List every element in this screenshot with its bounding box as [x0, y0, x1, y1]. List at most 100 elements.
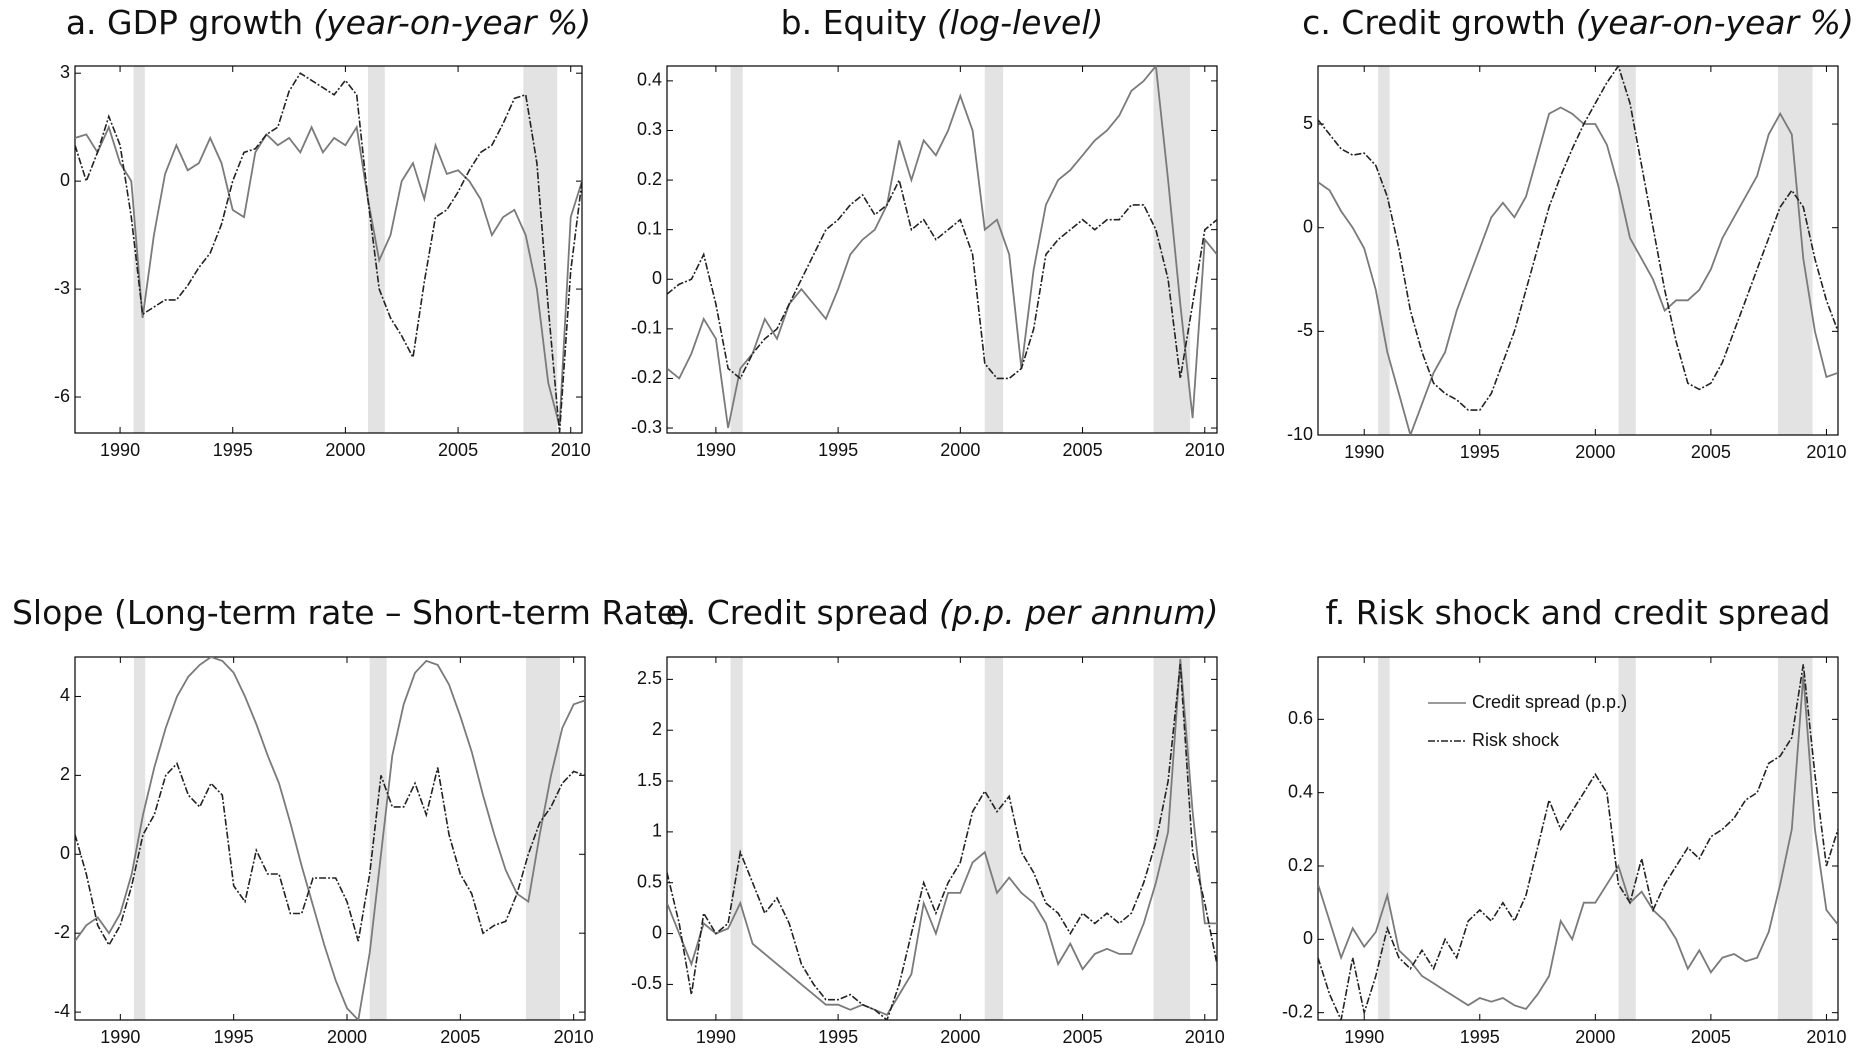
panel: d. Slope (Long-term rate – Short-term Ra… [0, 593, 690, 1047]
x-tick-label: 1990 [100, 1027, 140, 1047]
y-tick-label: -10 [1287, 424, 1313, 444]
title-note: (log-level) [937, 3, 1103, 42]
series-line [1318, 664, 1838, 1020]
y-tick-label: 0.4 [637, 70, 662, 90]
title-main: d. Slope (Long-term rate – Short-term Ra… [0, 593, 690, 632]
title-note: (p.p. per annum) [939, 593, 1219, 632]
x-tick-label: 1995 [818, 440, 858, 460]
x-tick-label: 2000 [1575, 442, 1615, 462]
x-tick-label: 2005 [438, 440, 478, 460]
recession-band [984, 657, 1004, 1020]
recession-band [1618, 66, 1636, 435]
y-tick-label: 0 [1303, 928, 1313, 948]
series-line [1318, 106, 1838, 435]
x-tick-label: 2010 [1806, 1027, 1846, 1047]
x-tick-label: 2010 [1185, 440, 1225, 460]
series-line [1318, 66, 1838, 411]
series-line [75, 124, 582, 427]
x-tick-label: 1990 [696, 440, 736, 460]
y-tick-label: -4 [54, 1001, 70, 1021]
y-tick-label: 5 [1303, 113, 1313, 133]
x-tick-label: 2000 [327, 1027, 367, 1047]
y-tick-label: -5 [1297, 320, 1313, 340]
x-tick-label: 2010 [1806, 442, 1846, 462]
y-tick-label: 3 [60, 62, 70, 82]
title-main: f. Risk shock and credit spread [1326, 593, 1831, 632]
x-tick-label: 2010 [1185, 1027, 1225, 1047]
y-tick-label: 0 [652, 268, 662, 288]
x-tick-label: 2010 [554, 1027, 594, 1047]
x-tick-label: 2000 [325, 440, 365, 460]
panel-title: e. Credit spread (p.p. per annum) [665, 593, 1218, 632]
series-line [667, 664, 1217, 1020]
legend-label: Credit spread (p.p.) [1472, 692, 1627, 712]
y-tick-label: -0.3 [631, 417, 662, 437]
panel-title: b. Equity (log-level) [781, 3, 1104, 42]
y-tick-label: 0.3 [637, 119, 662, 139]
x-tick-label: 1990 [696, 1027, 736, 1047]
panel: a. GDP growth (year-on-year %) 3 0 -3 -6 1990 1… [54, 3, 591, 460]
y-tick-label: 2 [60, 764, 70, 784]
x-tick-label: 2005 [440, 1027, 480, 1047]
y-tick-label: -3 [54, 278, 70, 298]
x-tick-label: 2005 [1691, 442, 1731, 462]
x-tick-label: 1995 [1460, 1027, 1500, 1047]
legend-label: Risk shock [1472, 730, 1560, 750]
x-tick-label: 2010 [551, 440, 591, 460]
panel: f. Risk shock and credit spread -0.2 0 0.2 0… [1282, 593, 1846, 1047]
plot-frame [666, 656, 1218, 1021]
x-tick-label: 1990 [100, 440, 140, 460]
series-line [1318, 675, 1838, 1011]
x-tick-label: 1995 [213, 440, 253, 460]
x-tick-label: 1995 [214, 1027, 254, 1047]
y-tick-label: -2 [54, 922, 70, 942]
y-tick-label: 0 [60, 843, 70, 863]
x-tick-label: 1995 [818, 1027, 858, 1047]
y-tick-label: -0.2 [631, 367, 662, 387]
y-tick-label: -0.2 [1282, 1001, 1313, 1021]
panel-title: d. Slope (Long-term rate – Short-term Ra… [0, 593, 690, 632]
plot-frame [74, 656, 586, 1021]
y-tick-label: 0.6 [1288, 708, 1313, 728]
recession-band [730, 66, 743, 433]
series-line [75, 72, 582, 433]
x-tick-label: 1990 [1344, 1027, 1384, 1047]
panel: b. Equity (log-level) -0.3 -0.2 -0.1 0 0.1 0.2 0… [631, 3, 1225, 460]
recession-band [984, 66, 1004, 433]
y-tick-label: 4 [60, 685, 70, 705]
y-tick-label: -0.5 [631, 973, 662, 993]
series-line [667, 66, 1217, 429]
x-tick-label: 2005 [1063, 440, 1103, 460]
panel-title: c. Credit growth (year-on-year %) [1302, 3, 1854, 42]
y-tick-label: 0.1 [637, 218, 662, 238]
series-line [667, 658, 1217, 1017]
plot-frame [1317, 65, 1839, 436]
x-tick-label: 1990 [1344, 442, 1384, 462]
recession-band [133, 66, 145, 433]
series-line [75, 657, 585, 1020]
y-tick-label: -0.1 [631, 318, 662, 338]
title-main: b. Equity [781, 3, 927, 42]
plot-frame [1317, 656, 1839, 1021]
panel: e. Credit spread (p.p. per annum) -0.5 0 0.5… [631, 593, 1225, 1047]
x-tick-label: 1995 [1460, 442, 1500, 462]
y-tick-label: 1 [652, 821, 662, 841]
y-tick-label: 0 [1303, 216, 1313, 236]
x-tick-label: 2005 [1063, 1027, 1103, 1047]
y-tick-label: 0 [652, 922, 662, 942]
panel-title: a. GDP growth (year-on-year %) [66, 3, 591, 42]
y-tick-label: 0.5 [637, 871, 662, 891]
panel: c. Credit growth (year-on-year %) 5 0 -5 -10 1… [1287, 3, 1854, 462]
plot-frame [666, 65, 1218, 434]
title-note: (year-on-year %) [313, 3, 591, 42]
recession-band [1378, 657, 1390, 1020]
recession-band [1777, 66, 1813, 435]
x-tick-label: 2000 [940, 1027, 980, 1047]
y-tick-label: 2 [652, 719, 662, 739]
recession-band [526, 657, 561, 1020]
x-tick-label: 2000 [940, 440, 980, 460]
y-tick-label: 0.2 [1288, 855, 1313, 875]
recession-band [730, 657, 743, 1020]
recession-band [1153, 66, 1191, 433]
